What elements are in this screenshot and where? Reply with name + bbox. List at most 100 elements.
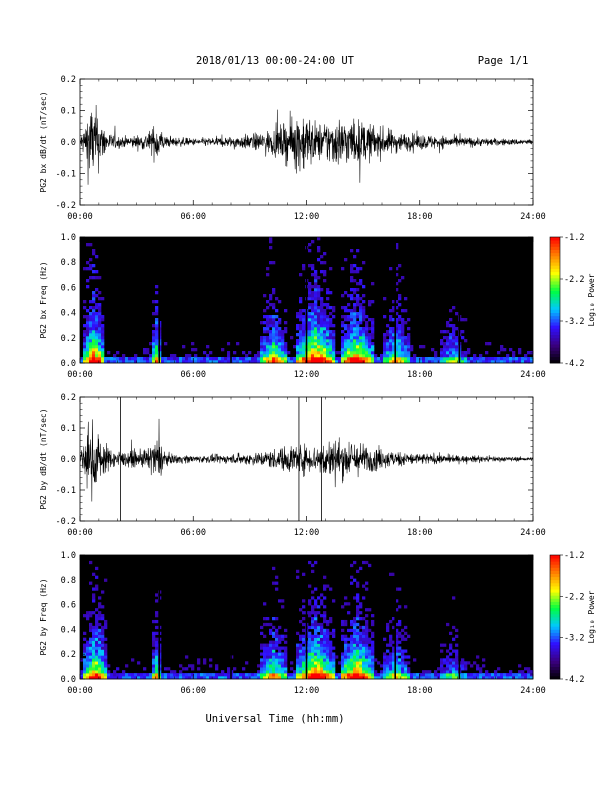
- heatmap-cell: [89, 258, 93, 262]
- bx_spectrogram-ylabel: PG2 bx Freq (Hz): [39, 261, 48, 338]
- heatmap-cell: [470, 673, 474, 677]
- heatmap-cell: [284, 673, 288, 677]
- heatmap-cell: [308, 342, 312, 346]
- heatmap-cell: [371, 661, 375, 665]
- heatmap-cell: [83, 637, 87, 641]
- heatmap-cell: [329, 336, 333, 340]
- heatmap-cell: [233, 351, 237, 355]
- heatmap-cell: [404, 321, 408, 325]
- heatmap-cell: [98, 634, 102, 638]
- heatmap-cell: [389, 348, 393, 352]
- heatmap-cell: [155, 327, 159, 331]
- heatmap-cell: [107, 676, 111, 680]
- heatmap-cell: [269, 342, 273, 346]
- heatmap-cell: [365, 360, 369, 364]
- heatmap-cell: [98, 291, 102, 295]
- heatmap-cell: [92, 655, 96, 659]
- heatmap-cell: [362, 673, 366, 677]
- heatmap-cell: [419, 676, 423, 680]
- heatmap-cell: [122, 357, 126, 361]
- heatmap-cell: [365, 631, 369, 636]
- heatmap-cell: [122, 673, 126, 677]
- heatmap-cell: [275, 297, 279, 301]
- heatmap-cell: [263, 664, 267, 668]
- heatmap-cell: [314, 279, 318, 283]
- heatmap-cell: [383, 667, 387, 671]
- heatmap-cell: [317, 637, 321, 641]
- heatmap-cell: [395, 634, 399, 638]
- heatmap-cell: [266, 673, 270, 677]
- heatmap-cell: [128, 676, 132, 680]
- heatmap-cell: [440, 649, 444, 653]
- heatmap-cell: [404, 348, 408, 352]
- heatmap-cell: [359, 566, 363, 571]
- heatmap-cell: [113, 673, 117, 677]
- heatmap-cell: [290, 673, 294, 677]
- heatmap-cell: [383, 345, 387, 349]
- heatmap-cell: [302, 321, 306, 325]
- heatmap-cell: [101, 637, 105, 641]
- heatmap-cell: [395, 673, 399, 677]
- heatmap-cell: [359, 348, 363, 352]
- heatmap-cell: [260, 339, 264, 343]
- heatmap-cell: [356, 249, 360, 253]
- heatmap-cell: [203, 360, 207, 364]
- heatmap-cell: [371, 282, 375, 286]
- heatmap-cell: [455, 652, 459, 656]
- heatmap-cell: [362, 631, 366, 636]
- x-tick-label: 12:00: [294, 212, 320, 222]
- heatmap-cell: [503, 357, 507, 361]
- heatmap-cell: [350, 348, 354, 352]
- heatmap-cell: [317, 246, 321, 250]
- heatmap-cell: [152, 658, 156, 662]
- colorbar-tick-label: -2.2: [564, 275, 584, 285]
- heatmap-cell: [344, 667, 348, 671]
- heatmap-cell: [398, 327, 402, 331]
- heatmap-cell: [515, 360, 519, 364]
- heatmap-cell: [323, 658, 327, 662]
- heatmap-cell: [503, 348, 507, 352]
- heatmap-cell: [311, 318, 315, 322]
- heatmap-cell: [437, 673, 441, 677]
- heatmap-cell: [509, 670, 513, 674]
- x-tick-label: 18:00: [407, 528, 433, 538]
- heatmap-cell: [407, 673, 411, 677]
- heatmap-cell: [353, 560, 357, 565]
- heatmap-cell: [296, 342, 300, 346]
- heatmap-cell: [320, 354, 324, 358]
- heatmap-cell: [320, 255, 324, 259]
- heatmap-cell: [440, 676, 444, 680]
- heatmap-cell: [260, 667, 264, 671]
- heatmap-cell: [368, 670, 372, 674]
- heatmap-cell: [356, 649, 360, 653]
- heatmap-cell: [452, 658, 456, 662]
- heatmap-cell: [83, 324, 87, 328]
- heatmap-cell: [188, 357, 192, 361]
- heatmap-cell: [365, 581, 369, 585]
- heatmap-cell: [311, 264, 315, 268]
- heatmap-cell: [176, 360, 180, 364]
- heatmap-cell: [314, 318, 318, 322]
- heatmap-cell: [440, 348, 444, 352]
- colorbar-swatch: [550, 567, 560, 571]
- heatmap-cell: [314, 348, 318, 352]
- heatmap-cell: [320, 634, 324, 638]
- heatmap-cell: [83, 360, 87, 364]
- heatmap-cell: [257, 360, 261, 364]
- heatmap-cell: [218, 360, 222, 364]
- heatmap-cell: [326, 584, 330, 588]
- heatmap-cell: [92, 300, 96, 304]
- heatmap-cell: [326, 619, 330, 624]
- heatmap-cell: [311, 348, 315, 352]
- heatmap-cell: [359, 667, 363, 671]
- heatmap-cell: [446, 351, 450, 355]
- colorbar-swatch: [550, 284, 560, 288]
- heatmap-cell: [152, 631, 156, 636]
- heatmap-cell: [281, 664, 285, 668]
- colorbar-frame: [549, 236, 561, 364]
- heatmap-cell: [443, 360, 447, 364]
- heatmap-cell: [518, 357, 522, 361]
- heatmap-cell: [155, 309, 159, 313]
- heatmap-cell: [383, 637, 387, 641]
- heatmap-cell: [188, 360, 192, 364]
